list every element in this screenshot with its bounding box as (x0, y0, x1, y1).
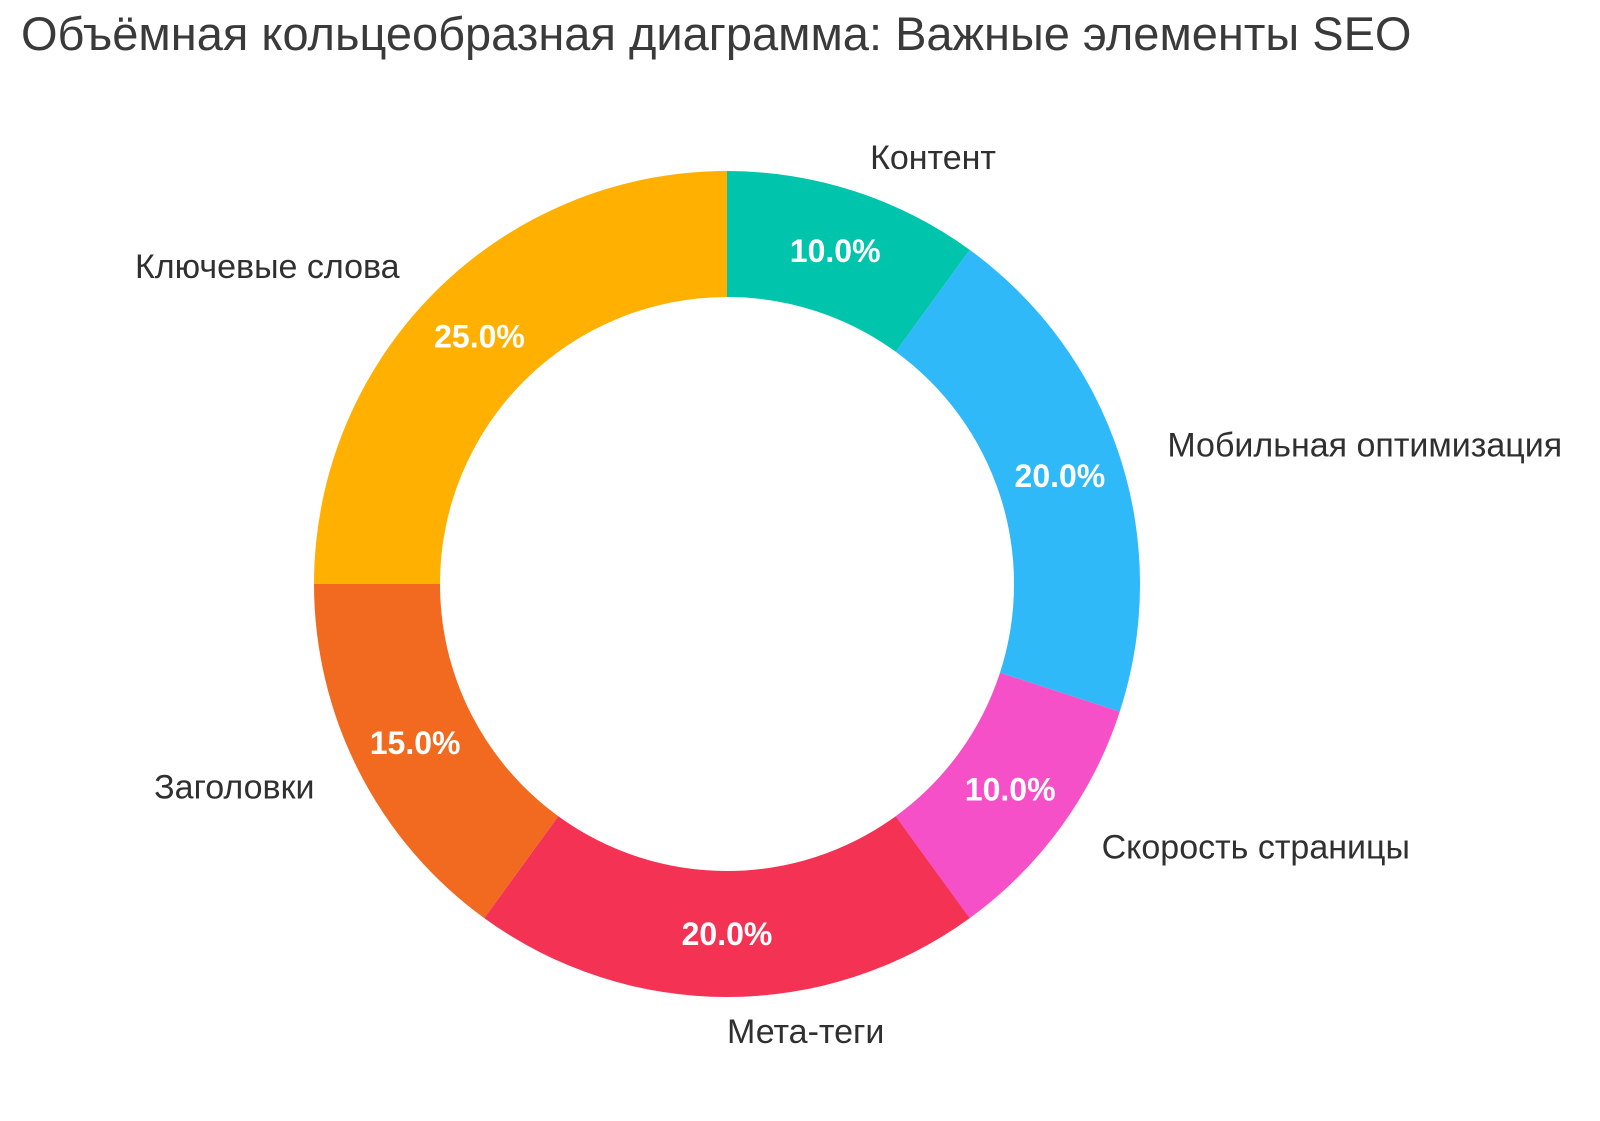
donut-slice-2 (895, 249, 1140, 712)
chart-title: Объёмная кольцеобразная диаграмма: Важны… (21, 7, 1412, 60)
donut-slice-1 (727, 171, 970, 352)
donut-slice-5 (314, 584, 559, 919)
slice-percent-label-2: 20.0% (1015, 458, 1106, 494)
slice-category-label-4: Мета-теги (727, 1013, 884, 1051)
slice-category-label-3: Скорость страницы (1102, 828, 1410, 866)
slice-percent-label-5: 15.0% (370, 725, 461, 761)
slice-category-label-2: Мобильная оптимизация (1167, 427, 1562, 465)
donut-slice-6 (314, 171, 727, 584)
slice-percent-label-4: 20.0% (682, 916, 773, 952)
donut-slice-4 (484, 816, 970, 998)
slice-percent-label-3: 10.0% (965, 772, 1056, 808)
slice-percent-label-1: 10.0% (790, 233, 881, 269)
slice-category-label-6: Ключевые слова (135, 248, 400, 286)
slice-category-label-5: Заголовки (154, 768, 314, 806)
slice-category-label-1: Контент (870, 139, 996, 177)
slice-percent-label-6: 25.0% (434, 319, 525, 355)
donut-slice-3 (895, 672, 1120, 919)
